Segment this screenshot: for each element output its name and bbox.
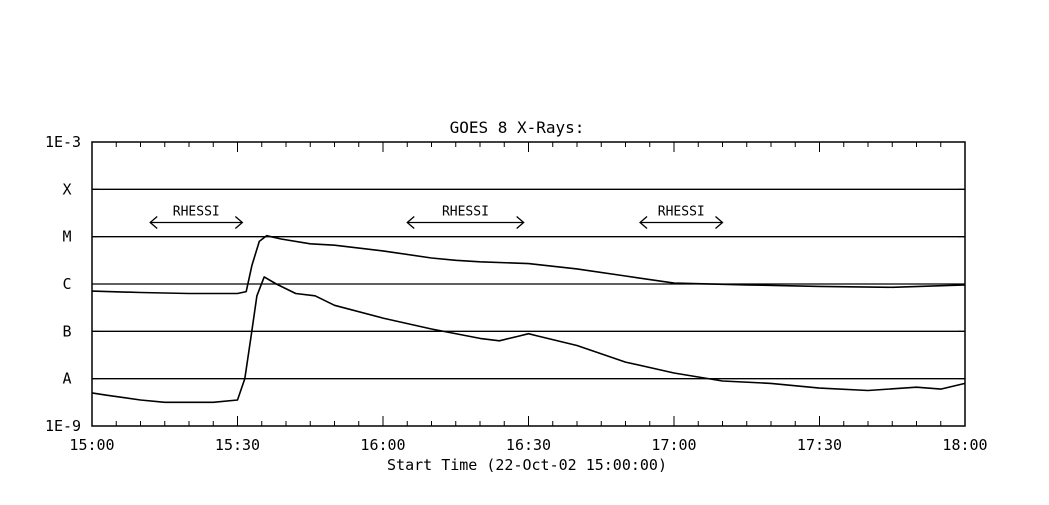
- x-tick-label: 18:00: [942, 436, 987, 454]
- x-tick-label: 17:00: [651, 436, 696, 454]
- flare-class-label: A: [62, 370, 71, 388]
- x-tick-label: 17:30: [797, 436, 842, 454]
- flare-class-label: C: [62, 275, 71, 293]
- annotation-arrowhead: [406, 215, 415, 229]
- flare-class-label: M: [62, 228, 71, 246]
- y-tick-label: 1E-3: [45, 133, 81, 151]
- annotation-arrowhead: [715, 215, 724, 229]
- annotation-arrowhead: [516, 215, 525, 229]
- plot-area: A B C M X 1E-9 1E-3 15:00 15:30 16:00 16:30 17:00 17…: [45, 133, 988, 454]
- flare-class-label: B: [62, 322, 71, 340]
- x-tick-label: 15:30: [215, 436, 260, 454]
- y-tick-label: 1E-9: [45, 417, 81, 435]
- series-line-2: [91, 276, 966, 404]
- x-tick-label: 16:30: [506, 436, 551, 454]
- annotation-arrowhead: [639, 215, 648, 229]
- x-tick-label: 15:00: [69, 436, 114, 454]
- series-line-1: [91, 234, 966, 295]
- x-axis-label: Start Time (22-Oct-02 15:00:00): [387, 456, 667, 474]
- annotation-label: RHESSI: [442, 204, 489, 219]
- annotation-arrowhead: [149, 215, 158, 229]
- x-tick-label: 16:00: [360, 436, 405, 454]
- annotation-arrowhead: [234, 215, 244, 229]
- annotation-label: RHESSI: [173, 204, 220, 219]
- flare-class-label: X: [62, 180, 71, 198]
- annotation-label: RHESSI: [658, 204, 705, 219]
- chart-title: GOES 8 X-Rays:: [450, 118, 585, 137]
